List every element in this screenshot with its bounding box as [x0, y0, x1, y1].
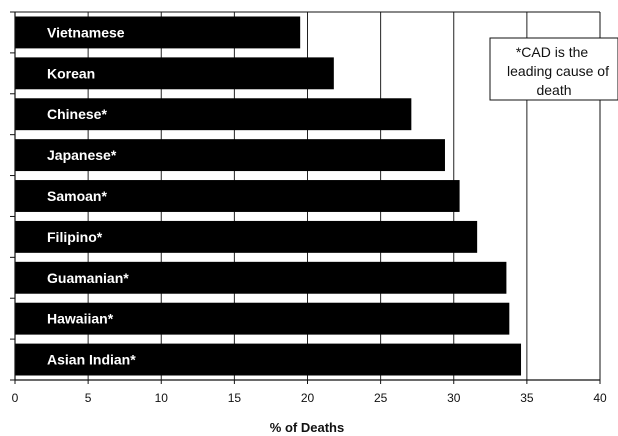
- bar-label-9: Asian Indian*: [47, 352, 136, 368]
- x-ticks: 0 5 10 15 20 25 30 35 40: [12, 380, 607, 405]
- annotation-line-2: leading cause of: [507, 63, 609, 79]
- bar-label-8: Hawaiian*: [47, 311, 114, 327]
- x-tick-label-15: 15: [228, 391, 242, 405]
- bars: [15, 16, 522, 376]
- x-tick-label-10: 10: [155, 391, 169, 405]
- bar-label-3: Chinese*: [47, 106, 107, 122]
- bar-label-2: Korean: [47, 65, 95, 81]
- bar-label-4: Japanese*: [47, 147, 117, 163]
- bar-8: [15, 302, 510, 335]
- bar-label-7: Guamanian*: [47, 270, 129, 286]
- bar-label-6: Filipino*: [47, 229, 103, 245]
- annotation-line-3: death: [536, 82, 571, 98]
- bar-label-1: Vietnamese: [47, 24, 125, 40]
- x-tick-label-30: 30: [447, 391, 461, 405]
- bar-label-5: Samoan*: [47, 188, 107, 204]
- bar-1: [15, 16, 301, 49]
- bar-4: [15, 139, 445, 172]
- y-ticks: [10, 11, 15, 381]
- bar-3: [15, 98, 412, 131]
- bar-7: [15, 261, 507, 294]
- x-tick-label-5: 5: [85, 391, 92, 405]
- bar-6: [15, 220, 478, 253]
- annotation-box: *CAD is the leading cause of death: [489, 37, 618, 101]
- bar-5: [15, 180, 460, 212]
- annotation-frame: [489, 37, 618, 101]
- x-axis-title: % of Deaths: [270, 420, 344, 435]
- x-tick-label-0: 0: [12, 391, 19, 405]
- x-tick-label-20: 20: [301, 391, 315, 405]
- annotation-line-1: *CAD is the: [516, 44, 589, 60]
- bar-labels: Vietnamese Korean Chinese* Japanese* Samoan*…: [47, 24, 136, 367]
- x-tick-label-35: 35: [520, 391, 534, 405]
- x-tick-label-25: 25: [374, 391, 388, 405]
- x-tick-label-40: 40: [593, 391, 607, 405]
- bar-2: [15, 57, 334, 90]
- bar-9: [15, 343, 522, 376]
